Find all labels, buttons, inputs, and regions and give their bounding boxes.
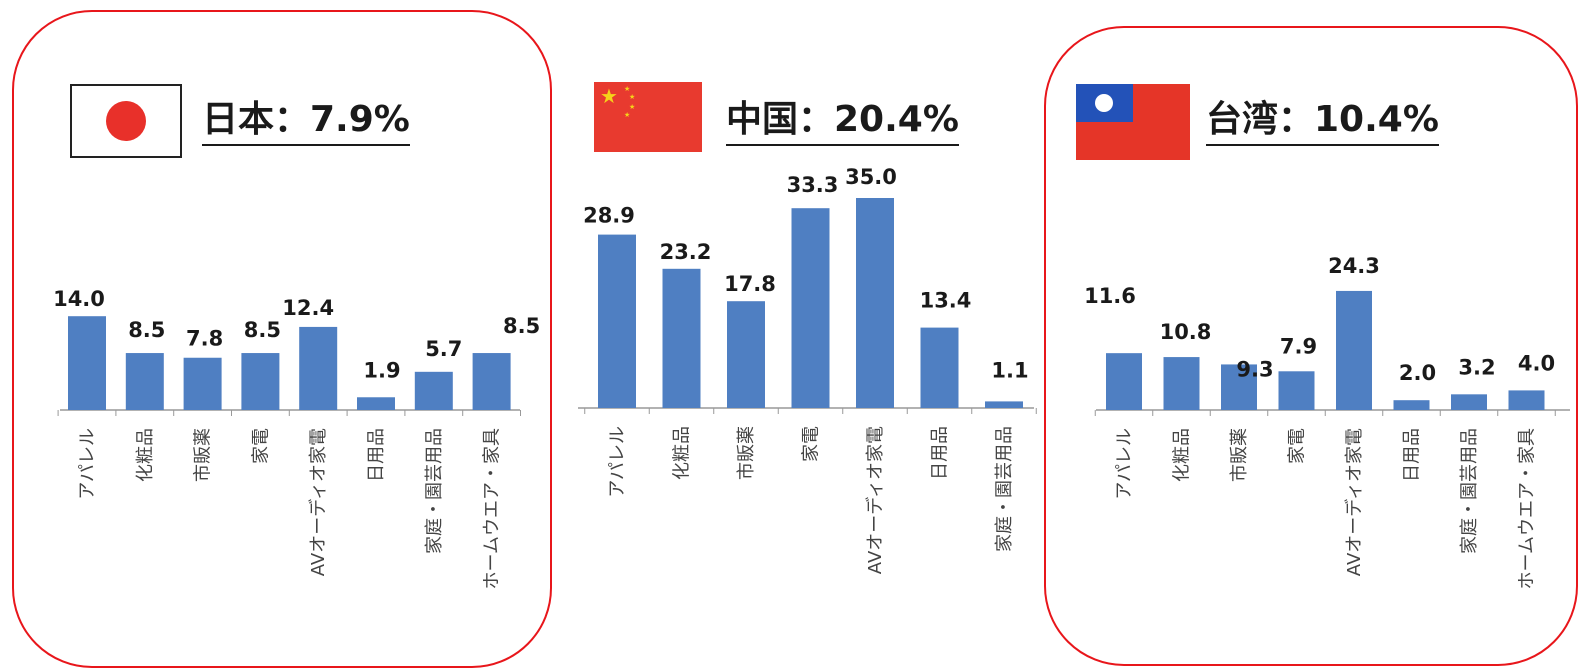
chart-panel-japan: 日本：7.9% 14.0 アパレル 8.5 化粧品 7.8 市販薬 8.5 家電 12.4 AVオ… — [0, 0, 560, 670]
x-tick-label: アパレル — [607, 426, 628, 498]
x-tick-label: 市販薬 — [193, 428, 214, 482]
bar — [299, 326, 338, 410]
x-tick-label: 家電 — [1287, 428, 1308, 464]
x-tick-label: 市販薬 — [1229, 428, 1250, 482]
bar — [791, 208, 830, 408]
bar — [1106, 353, 1142, 410]
data-label: 24.3 — [1328, 254, 1380, 278]
bar — [598, 234, 636, 408]
chart-panel-taiwan: 台湾：10.4% 11.6 アパレル 10.8 化粧品 9.3 市販薬 7.9 家電 24.3 A… — [1040, 0, 1582, 670]
data-label: 11.6 — [1084, 284, 1136, 308]
x-tick-label: AVオーディオ家電 — [1344, 428, 1365, 576]
bar — [414, 371, 453, 410]
data-label: 8.5 — [244, 318, 281, 342]
bar-chart-china: 28.9 アパレル 23.2 化粧品 17.8 市販薬 33.3 家電 35.0 AVオーディオ家… — [578, 165, 1037, 574]
chart-title: 台湾：10.4% — [1206, 100, 1439, 146]
data-label: 1.1 — [991, 358, 1028, 382]
bar — [856, 198, 894, 408]
data-label: 9.3 — [1236, 357, 1273, 381]
bar — [662, 268, 701, 408]
data-label: 8.5 — [503, 314, 540, 338]
bar — [183, 357, 222, 410]
data-label: 28.9 — [583, 204, 635, 228]
panel-frame — [1044, 26, 1578, 666]
bar — [1163, 357, 1200, 410]
bar — [68, 316, 106, 410]
data-label: 7.8 — [186, 327, 223, 351]
bar — [357, 397, 395, 410]
data-label: 33.3 — [787, 173, 839, 197]
taiwan-flag-icon — [1076, 84, 1190, 160]
x-tick-label: AVオーディオ家電 — [308, 428, 329, 576]
bar — [1451, 394, 1487, 410]
x-tick-label: AVオーディオ家電 — [865, 426, 886, 574]
x-tick-label: 家庭・園芸用品 — [424, 428, 445, 554]
data-label: 17.8 — [724, 272, 776, 296]
x-tick-label: 家庭・園芸用品 — [994, 426, 1015, 552]
x-tick-label: 家庭・園芸用品 — [1459, 428, 1480, 554]
x-tick-label: 日用品 — [1402, 428, 1423, 482]
china-flag-icon: ★ ★ ★ ★ ★ — [594, 82, 702, 152]
x-tick-label: 化粧品 — [135, 428, 156, 482]
data-label: 23.2 — [660, 240, 712, 264]
bar-chart-taiwan: 11.6 アパレル 10.8 化粧品 9.3 市販薬 7.9 家電 24.3 AVオーディオ家電 2… — [1084, 254, 1570, 589]
bar-chart-japan: 14.0 アパレル 8.5 化粧品 7.8 市販薬 8.5 家電 12.4 AVオーディオ家電 1.… — [53, 287, 540, 589]
x-tick-label: 日用品 — [930, 426, 951, 480]
bar — [920, 327, 959, 408]
data-label: 12.4 — [282, 296, 334, 320]
bar — [727, 301, 765, 408]
chart-panel-china: ★ ★ ★ ★ ★ 中国：20.4% 28.9 アパレル 23.2 化粧品 17.8 市販… — [560, 0, 1050, 670]
x-tick-label: 家電 — [250, 428, 271, 464]
bar — [472, 353, 511, 410]
panel-frame — [12, 10, 552, 668]
chart-title: 日本：7.9% — [202, 100, 410, 146]
japan-flag-icon — [70, 84, 182, 158]
bar — [1336, 290, 1372, 410]
bar — [241, 353, 280, 410]
bar — [985, 401, 1023, 408]
data-label: 10.8 — [1160, 320, 1212, 344]
bar — [1278, 371, 1315, 410]
data-label: 7.9 — [1280, 334, 1317, 358]
data-label: 1.9 — [363, 358, 400, 382]
x-tick-label: 化粧品 — [672, 426, 693, 480]
data-label: 8.5 — [128, 318, 165, 342]
data-label: 13.4 — [920, 289, 972, 313]
data-label: 35.0 — [845, 165, 897, 189]
x-tick-label: 家電 — [801, 426, 822, 462]
x-tick-label: ホームウエア・家具 — [482, 428, 503, 589]
bar — [1393, 400, 1430, 410]
data-label: 14.0 — [53, 287, 105, 311]
x-tick-label: ホームウエア・家具 — [1517, 428, 1538, 589]
bar — [125, 353, 164, 410]
x-tick-label: 日用品 — [366, 428, 387, 482]
x-tick-label: アパレル — [77, 428, 98, 500]
data-label: 4.0 — [1518, 351, 1555, 375]
bar — [1221, 364, 1257, 410]
data-label: 5.7 — [425, 337, 462, 361]
x-tick-label: 市販薬 — [736, 426, 757, 480]
chart-title: 中国：20.4% — [726, 100, 959, 146]
x-tick-label: アパレル — [1114, 428, 1135, 500]
x-tick-label: 化粧品 — [1172, 428, 1193, 482]
data-label: 2.0 — [1399, 361, 1436, 385]
data-label: 3.2 — [1458, 355, 1495, 379]
bar — [1508, 390, 1545, 410]
